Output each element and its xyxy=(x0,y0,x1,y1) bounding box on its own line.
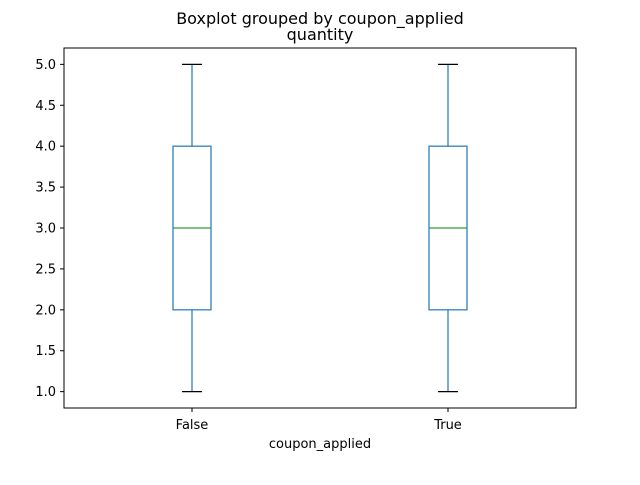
x-axis-label: coupon_applied xyxy=(269,437,371,452)
y-tick-label: 1.0 xyxy=(35,385,56,400)
y-tick-label: 3.5 xyxy=(35,181,56,196)
axes-frame xyxy=(63,47,577,409)
y-tick-label: 5.0 xyxy=(35,58,56,73)
y-tick-label: 4.0 xyxy=(35,140,56,155)
chart-suptitle: Boxplot grouped by coupon_applied xyxy=(176,9,464,29)
y-tick-label: 3.0 xyxy=(35,222,56,237)
y-tick-label: 4.5 xyxy=(35,99,56,114)
y-tick-label: 1.5 xyxy=(35,344,56,359)
axes-title: quantity xyxy=(287,25,354,44)
y-tick-label: 2.0 xyxy=(35,303,56,318)
plot-area: 1.0 1.5 2.0 2.5 3.0 3.5 4.0 4.5 5.0 False True xyxy=(35,47,577,433)
x-tick-label: True xyxy=(433,418,462,433)
x-tick-label: False xyxy=(176,418,209,433)
y-tick-label: 2.5 xyxy=(35,262,56,277)
